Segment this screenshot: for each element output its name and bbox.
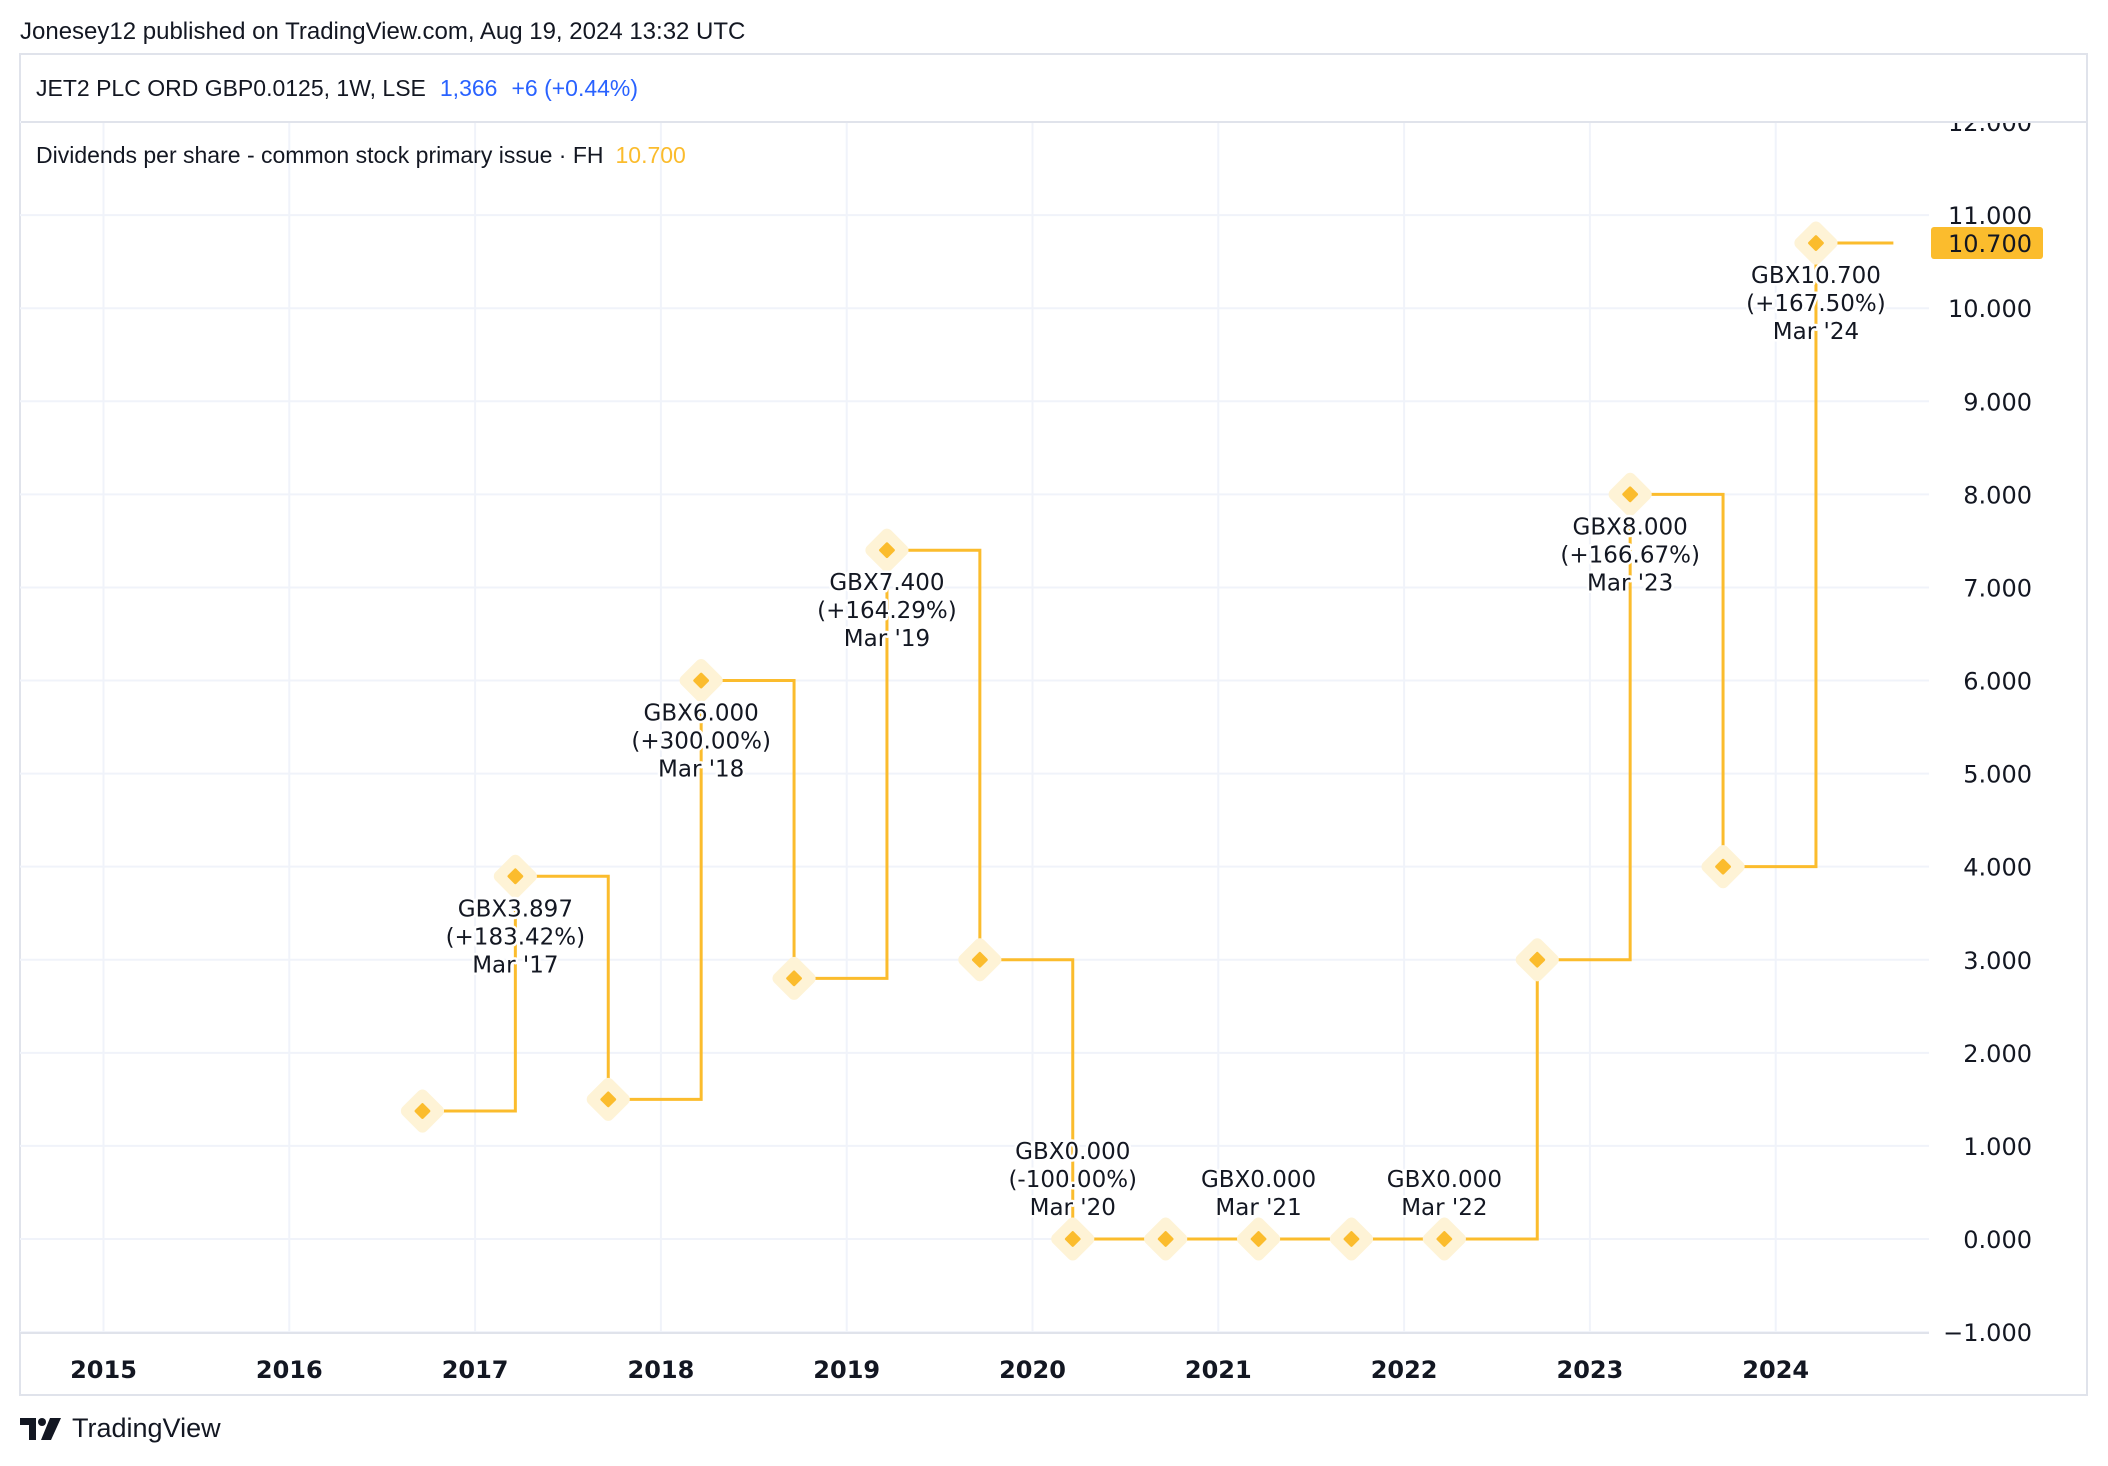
tradingview-brand: TradingView bbox=[72, 1413, 221, 1443]
data-point[interactable] bbox=[1807, 235, 1824, 252]
symbol-name[interactable]: JET2 PLC ORD GBP0.0125, 1W, LSE bbox=[36, 74, 426, 101]
x-tick-label: 2019 bbox=[813, 1356, 880, 1384]
annotation-line: Mar '21 bbox=[1215, 1195, 1301, 1221]
indicator-value: 10.700 bbox=[615, 142, 686, 168]
data-point[interactable] bbox=[971, 951, 988, 968]
annotation-line: Mar '24 bbox=[1773, 319, 1859, 345]
annotations: GBX3.897(+183.42%)Mar '17 GBX6.000(+300.0… bbox=[443, 261, 1889, 1224]
annotation-line: Mar '19 bbox=[844, 626, 930, 652]
publish-info: Jonesey12 published on TradingView.com, … bbox=[20, 18, 746, 45]
y-tick-label: −1.000 bbox=[1943, 1319, 2032, 1347]
y-tick-label: 4.000 bbox=[1963, 854, 2032, 882]
annotation-line: Mar '18 bbox=[658, 757, 744, 783]
x-tick-label: 2023 bbox=[1557, 1356, 1624, 1384]
y-tick-label: 11.000 bbox=[1948, 202, 2032, 230]
y-tick-label: 0.000 bbox=[1963, 1226, 2032, 1254]
series bbox=[422, 241, 1894, 1241]
y-tick-label: 10.000 bbox=[1948, 295, 2032, 323]
data-point[interactable] bbox=[1436, 1231, 1453, 1248]
annotation-line: GBX8.000 bbox=[1573, 514, 1688, 540]
dividend-annotation: GBX6.000(+300.00%)Mar '18 bbox=[629, 698, 774, 785]
dividend-annotation: GBX8.000(+166.67%)Mar '23 bbox=[1558, 512, 1703, 599]
y-tick-label: 3.000 bbox=[1963, 947, 2032, 975]
markers bbox=[400, 221, 1838, 1261]
indicator-legend[interactable]: Dividends per share - common stock prima… bbox=[36, 142, 686, 169]
data-point[interactable] bbox=[1622, 486, 1639, 503]
dividend-step-line bbox=[422, 241, 1894, 1241]
price-change: +6 (+0.44%) bbox=[511, 74, 639, 101]
data-point[interactable] bbox=[600, 1091, 617, 1108]
data-point[interactable] bbox=[1529, 951, 1546, 968]
annotation-line: GBX3.897 bbox=[458, 896, 573, 922]
x-tick-label: 2016 bbox=[256, 1356, 323, 1384]
indicator-name: Dividends per share - common stock prima… bbox=[36, 142, 604, 168]
x-tick-label: 2017 bbox=[442, 1356, 509, 1384]
annotation-line: (+167.50%) bbox=[1746, 291, 1886, 317]
y-tick-label: 5.000 bbox=[1963, 761, 2032, 789]
annotation-line: (+166.67%) bbox=[1560, 542, 1700, 568]
annotation-line: Mar '22 bbox=[1401, 1195, 1487, 1221]
grid bbox=[20, 121, 1929, 1334]
x-tick-label: 2022 bbox=[1371, 1356, 1438, 1384]
annotation-line: Mar '17 bbox=[472, 952, 558, 978]
dividend-annotation: GBX0.000(-100.00%)Mar '20 bbox=[1006, 1137, 1140, 1224]
x-tick-label: 2020 bbox=[999, 1356, 1066, 1384]
footer: TradingView bbox=[20, 1413, 221, 1444]
annotation-line: (+164.29%) bbox=[817, 598, 957, 624]
annotation-line: (-100.00%) bbox=[1008, 1167, 1137, 1193]
data-point[interactable] bbox=[1157, 1231, 1174, 1248]
annotation-line: GBX6.000 bbox=[644, 701, 759, 727]
data-point[interactable] bbox=[1715, 858, 1732, 875]
annotation-line: GBX10.700 bbox=[1751, 263, 1881, 289]
symbol-header: JET2 PLC ORD GBP0.0125, 1W, LSE 1,366 +6… bbox=[21, 55, 2086, 123]
data-point[interactable] bbox=[1064, 1231, 1081, 1248]
x-tick-label: 2024 bbox=[1742, 1356, 1809, 1384]
data-point[interactable] bbox=[878, 542, 895, 559]
data-point[interactable] bbox=[786, 970, 803, 987]
data-point[interactable] bbox=[693, 672, 710, 689]
x-tick-label: 2018 bbox=[628, 1356, 695, 1384]
y-tick-label: 1.000 bbox=[1963, 1133, 2032, 1161]
y-tick-label: 6.000 bbox=[1963, 668, 2032, 696]
chart-frame bbox=[19, 53, 2088, 1396]
y-tick-label: 8.000 bbox=[1963, 481, 2032, 509]
data-point[interactable] bbox=[507, 868, 524, 885]
annotation-line: (+183.42%) bbox=[446, 924, 586, 950]
annotation-line: GBX0.000 bbox=[1201, 1167, 1316, 1193]
data-point[interactable] bbox=[1250, 1231, 1267, 1248]
y-tick-label: 7.000 bbox=[1963, 574, 2032, 602]
annotation-line: Mar '20 bbox=[1030, 1195, 1116, 1221]
annotation-line: Mar '23 bbox=[1587, 570, 1673, 596]
last-value-badge: 10.700 bbox=[1931, 227, 2043, 260]
data-point[interactable] bbox=[414, 1103, 431, 1120]
dividend-annotation: GBX3.897(+183.42%)Mar '17 bbox=[443, 894, 588, 981]
tradingview-logo-icon bbox=[20, 1417, 61, 1440]
last-value-label: 10.700 bbox=[1948, 230, 2032, 258]
x-tick-label: 2015 bbox=[70, 1356, 137, 1384]
data-point[interactable] bbox=[1343, 1231, 1360, 1248]
annotation-line: GBX7.400 bbox=[829, 570, 944, 596]
y-tick-label: 9.000 bbox=[1963, 388, 2032, 416]
annotation-line: (+300.00%) bbox=[631, 729, 771, 755]
x-tick-label: 2021 bbox=[1185, 1356, 1252, 1384]
dividend-annotation: GBX7.400(+164.29%)Mar '19 bbox=[815, 568, 960, 655]
annotation-line: GBX0.000 bbox=[1015, 1139, 1130, 1165]
axes: −1.000 0.000 1.000 2.000 3.000 4.000 5.000 6.00… bbox=[70, 109, 2032, 1384]
y-tick-label: 2.000 bbox=[1963, 1040, 2032, 1068]
annotation-line: GBX0.000 bbox=[1387, 1167, 1502, 1193]
last-price: 1,366 bbox=[439, 74, 498, 101]
dividend-annotation: GBX10.700(+167.50%)Mar '24 bbox=[1744, 261, 1889, 348]
